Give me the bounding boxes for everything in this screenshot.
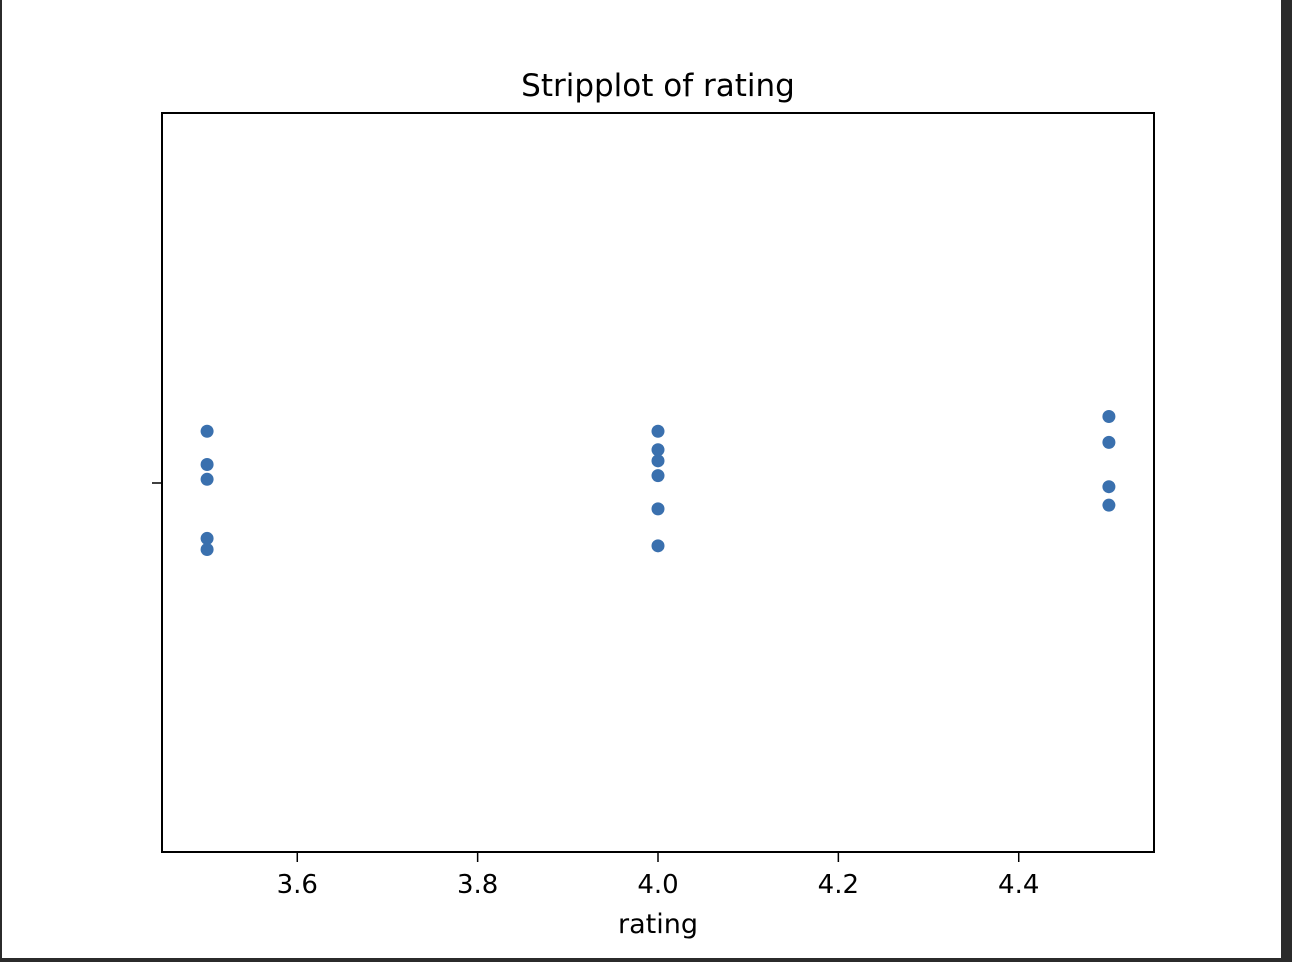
data-point [1102,409,1116,423]
x-tick-label: 4.2 [818,870,859,900]
x-tick-label: 3.6 [277,870,318,900]
data-point [200,543,214,557]
window-edge-bottom [0,958,1292,962]
x-axis-ticks: 3.6 3.8 4.0 4.2 4.4 [277,852,1039,900]
window-edge-right [1281,0,1292,962]
x-axis-label: rating [618,909,698,940]
data-point [1102,480,1116,494]
points-layer [200,409,1116,557]
chart-title: Stripplot of rating [521,68,795,104]
data-point [200,531,214,545]
data-point [651,502,665,516]
data-point [1102,435,1116,449]
plot-area [161,112,1155,853]
data-point [651,443,665,457]
data-point [1102,498,1116,512]
x-tick-label: 4.0 [637,870,678,900]
data-point [200,458,214,472]
data-point [200,424,214,438]
data-point [651,454,665,468]
window-edge-left [0,0,2,962]
data-point [651,424,665,438]
data-point [200,472,214,486]
x-tick-label: 3.8 [457,870,498,900]
data-point [651,469,665,483]
x-tick-label: 4.4 [998,870,1039,900]
data-point [651,539,665,553]
